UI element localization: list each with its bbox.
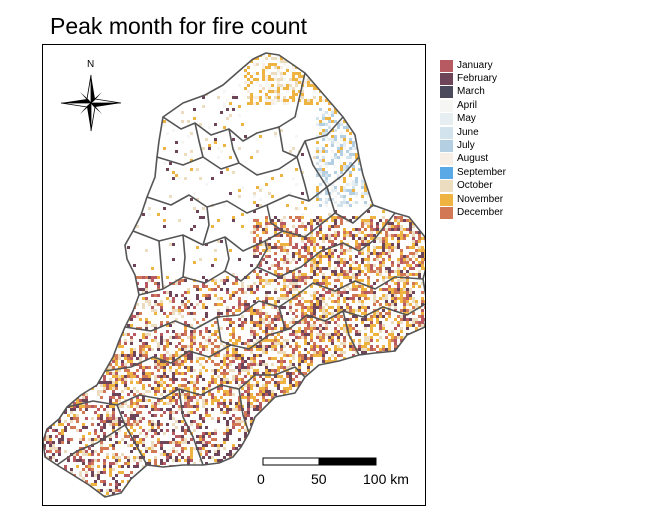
legend-swatch: [440, 86, 453, 99]
legend-item-may: May: [440, 113, 506, 126]
map-title: Peak month for fire count: [50, 13, 307, 39]
legend-swatch: [440, 113, 453, 126]
legend-item-december: December: [440, 206, 506, 219]
legend-item-september: September: [440, 166, 506, 179]
legend-swatch: [440, 166, 453, 179]
boundary-center-north: [146, 156, 360, 214]
boundary-east-2: [326, 186, 374, 224]
legend: January February March April May June Ju…: [440, 59, 506, 220]
map-canvas[interactable]: [43, 45, 426, 506]
boundary-south-8: [116, 404, 148, 466]
boundary-south-3: [278, 306, 289, 330]
boundary-north-2: [156, 116, 344, 176]
scale-bar: [262, 457, 377, 466]
legend-item-april: April: [440, 99, 506, 112]
legend-item-february: February: [440, 72, 506, 86]
legend-swatch: [440, 180, 453, 193]
legend-item-january: January: [440, 59, 506, 72]
compass-rose-icon: [60, 74, 122, 132]
boundary-south-10: [238, 388, 250, 434]
legend-swatch: [440, 73, 453, 86]
boundary-center-1: [202, 206, 210, 246]
legend-item-june: June: [440, 126, 506, 139]
boundary-mid-3: [256, 212, 396, 278]
boundary-north: [162, 72, 306, 142]
boundary-south-4: [216, 316, 232, 346]
boundary-center-3: [158, 240, 164, 290]
boundary-center-2: [266, 204, 284, 232]
legend-swatch: [440, 140, 453, 153]
legend-swatch: [440, 59, 453, 72]
boundary-nw-1: [194, 122, 204, 158]
boundary-mid-4: [224, 236, 230, 272]
scale-tick-0: 0: [257, 471, 265, 487]
legend-swatch: [440, 99, 453, 112]
legend-item-august: August: [440, 153, 506, 166]
boundary-mid-5: [182, 234, 186, 278]
boundary-south-9: [56, 424, 126, 466]
legend-swatch: [440, 153, 453, 166]
legend-item-march: March: [440, 86, 506, 99]
fire-peak-month-raster: [43, 53, 425, 497]
legend-item-october: October: [440, 180, 506, 193]
boundary-east-1: [296, 156, 310, 202]
scale-tick-50: 50: [311, 471, 327, 487]
boundary-south-7: [178, 388, 204, 466]
legend-item-november: November: [440, 193, 506, 206]
boundary-ne-1: [304, 140, 328, 188]
district-boundaries: [43, 52, 425, 498]
boundary-nw-2: [228, 128, 240, 164]
legend-swatch: [440, 206, 453, 219]
scale-tick-100: 100 km: [363, 471, 409, 487]
boundary-south-2: [104, 303, 425, 372]
region-outline: [43, 52, 425, 498]
legend-swatch: [440, 193, 453, 206]
north-label: N: [87, 59, 95, 70]
boundary-mid-1: [132, 212, 336, 252]
boundary-ne-2: [278, 126, 298, 158]
legend-item-july: July: [440, 139, 506, 153]
map-panel[interactable]: N 0 50 100 km: [42, 44, 426, 506]
boundary-south-5: [342, 310, 360, 356]
legend-swatch: [440, 126, 453, 139]
